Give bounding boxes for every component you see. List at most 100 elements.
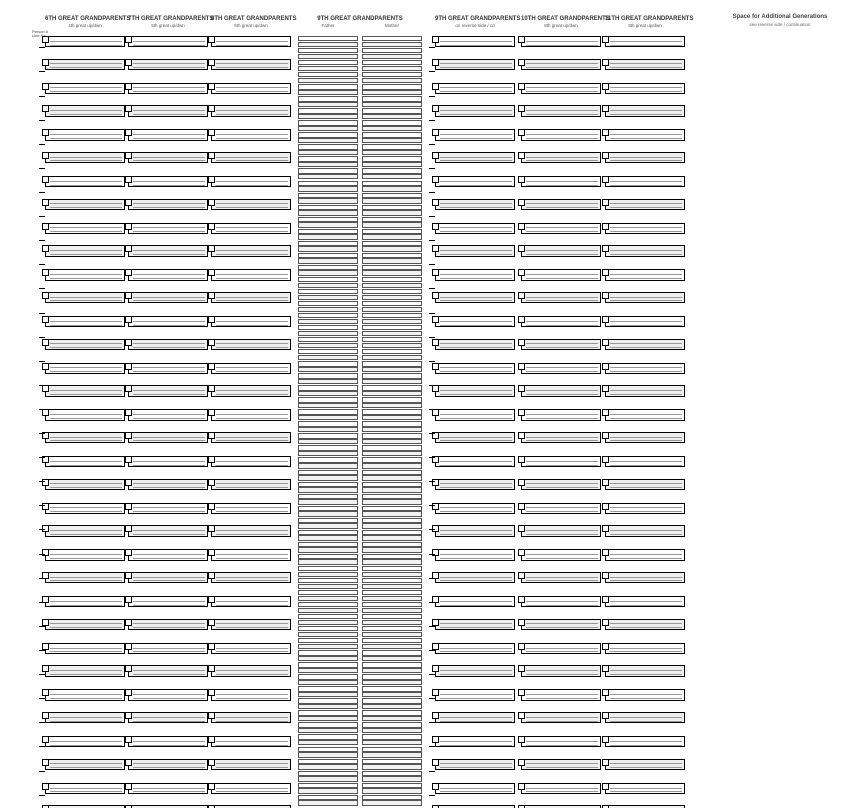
entry-cell [298,210,358,215]
entry-box [521,432,601,443]
entry-box [128,712,208,723]
entry-cell [298,523,358,528]
entry-box [435,316,515,327]
entry-cell [362,241,422,246]
entry-cell [362,445,422,450]
number-box [602,596,609,603]
entry-cell [298,283,358,288]
entry-cell [362,48,422,53]
column-c9b: 9TH GREAT GRANDPARENTSon reverse side / … [435,0,515,722]
entry-box [45,549,125,560]
entry-cell [298,193,358,198]
entry-cell [362,740,422,745]
entry-cell [298,584,358,589]
entry-cell [298,48,358,53]
entry-box [605,105,685,116]
number-box [42,643,49,650]
entry-cell [298,241,358,246]
entry-box [45,176,125,187]
entry-cell [298,234,358,239]
number-box [518,456,525,463]
entry-cell [362,722,422,727]
number-box [42,36,49,43]
column-header: 9TH GREAT GRANDPARENTS [298,14,422,32]
number-box [602,152,609,159]
number-box [208,199,215,206]
number-box [125,129,132,136]
number-box [518,316,525,323]
entry-box [521,223,601,234]
entry-cell [362,433,422,438]
entry-cell [362,331,422,336]
entry-cell [298,547,358,552]
entry-box [605,479,685,490]
column-subheader: 5th great up/dwn [128,24,208,32]
number-box [42,759,49,766]
entry-cell [298,78,358,83]
entry-cell [298,740,358,745]
entry-box [435,783,515,794]
entry-box [211,432,291,443]
entry-box [45,503,125,514]
entry-box [435,83,515,94]
entry-box [605,83,685,94]
entry-cell [298,795,358,800]
entry-box [435,596,515,607]
entry-cell [298,692,358,697]
entry-box [435,36,515,47]
entry-cell [362,511,422,516]
entry-cell [362,367,422,372]
entry-box [211,363,291,374]
entry-box [45,712,125,723]
entry-box [45,223,125,234]
number-box [602,223,609,230]
entry-cell [362,379,422,384]
entry-cell [298,427,358,432]
column-c6: 6TH GREAT GRANDPARENTS4th great up/dwn [45,0,125,722]
entry-box [435,199,515,210]
entry-cell [362,114,422,119]
entry-box [128,456,208,467]
number-box [518,409,525,416]
entry-box [435,525,515,536]
entry-box [521,36,601,47]
number-box [602,503,609,510]
entry-cell [298,108,358,113]
entry-cell [362,788,422,793]
entry-cell [362,776,422,781]
number-box [602,59,609,66]
number-box [208,83,215,90]
entry-box [605,199,685,210]
number-box [432,152,439,159]
entry-box [521,665,601,676]
entry-cell [362,764,422,769]
number-box [432,363,439,370]
entry-cell [362,355,422,360]
number-box [208,643,215,650]
entry-cell [298,433,358,438]
number-box [208,339,215,346]
entry-box [128,525,208,536]
entry-cell [362,566,422,571]
entry-cell [362,692,422,697]
number-box [42,409,49,416]
entry-cell [362,795,422,800]
entry-cell [298,506,358,511]
entry-cell [362,759,422,764]
entry-cell [298,246,358,251]
entry-cell [298,698,358,703]
entry-cell [362,162,422,167]
entry-box [605,245,685,256]
entry-box [128,363,208,374]
entry-box [435,759,515,770]
entry-box [45,292,125,303]
number-box [602,456,609,463]
number-box [42,665,49,672]
entry-cell [298,752,358,757]
entry-box [45,783,125,794]
number-box [125,245,132,252]
entry-box [605,736,685,747]
entry-cell [362,602,422,607]
entry-box [128,643,208,654]
entry-box [435,643,515,654]
